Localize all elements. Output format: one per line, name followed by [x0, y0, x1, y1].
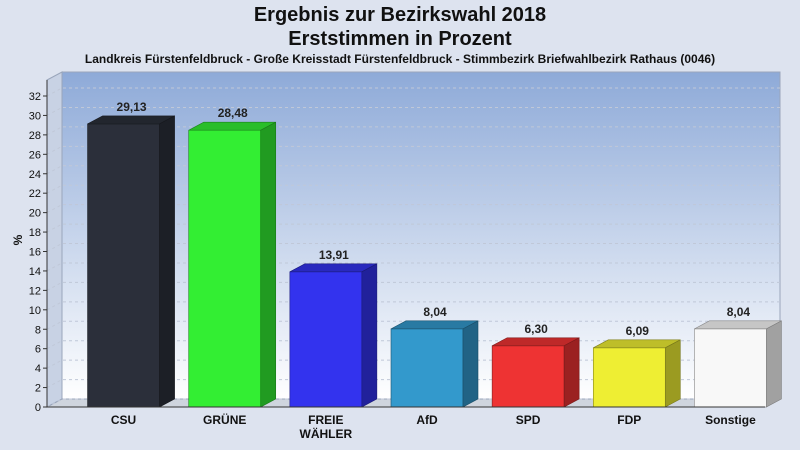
bar [694, 320, 782, 408]
bar [491, 337, 580, 408]
y-tick-label: 32 [29, 91, 41, 103]
bar-front [694, 328, 767, 408]
x-category-label: FDP [617, 413, 641, 427]
chart-subtitle: Landkreis Fürstenfeldbruck - Große Kreis… [84, 52, 716, 66]
bar [390, 320, 479, 408]
y-tick-label: 22 [29, 188, 41, 200]
bars [87, 115, 782, 408]
bar-side [462, 320, 479, 408]
plot-side-wall [46, 71, 63, 408]
bar-front [87, 123, 160, 408]
x-category-label: SPD [516, 413, 541, 427]
bar-side [159, 115, 175, 408]
bar-front [390, 328, 464, 408]
bar [87, 115, 175, 408]
y-tick-label: 16 [29, 247, 41, 259]
bar-side [563, 337, 580, 408]
y-tick-label: 18 [29, 227, 41, 239]
bar-value-label: 28,48 [218, 106, 248, 120]
bar-side [260, 121, 277, 408]
bar-front [491, 345, 565, 408]
y-tick-label: 14 [29, 266, 41, 278]
y-tick-label: 26 [29, 149, 41, 161]
chart-title-line2: Erststimmen in Prozent [288, 28, 512, 50]
bar-value-label: 8,04 [727, 305, 751, 319]
bar-front [188, 129, 262, 408]
x-category-label: FREIE [308, 413, 343, 427]
bar-value-label: 6,30 [524, 322, 548, 336]
x-category-label: Sonstige [705, 413, 756, 427]
y-tick-label: 4 [35, 363, 41, 375]
bar [188, 121, 277, 408]
bar-value-label: 13,91 [319, 248, 349, 262]
bar-value-label: 6,09 [626, 324, 650, 338]
y-axis-label: % [11, 234, 25, 245]
chart-title-line1: Ergebnis zur Bezirkswahl 2018 [253, 4, 547, 26]
x-category-label: CSU [111, 413, 136, 427]
bar-front [289, 271, 363, 408]
x-category-label: GRÜNE [203, 412, 246, 427]
y-tick-label: 10 [29, 305, 41, 317]
bar-front [592, 347, 666, 408]
y-tick-label: 8 [35, 324, 41, 336]
bar-value-label: 8,04 [423, 305, 447, 319]
bar [592, 339, 681, 408]
bar-side [361, 263, 378, 408]
bar-side [664, 339, 681, 408]
y-tick-label: 0 [35, 402, 41, 414]
y-tick-label: 30 [29, 110, 41, 122]
y-tick-label: 20 [29, 208, 41, 220]
y-tick-label: 6 [35, 344, 41, 356]
y-tick-label: 2 [35, 383, 41, 395]
bar-value-label: 29,13 [117, 100, 147, 114]
x-category-label: AfD [416, 413, 438, 427]
bar-side [766, 320, 782, 408]
y-tick-label: 12 [29, 285, 41, 297]
x-category-label: WÄHLER [300, 426, 353, 441]
y-tick-label: 28 [29, 130, 41, 142]
chart-title: Ergebnis zur Bezirkswahl 2018 Erststimme… [0, 3, 800, 51]
bar [289, 263, 378, 408]
y-tick-label: 24 [29, 169, 41, 181]
